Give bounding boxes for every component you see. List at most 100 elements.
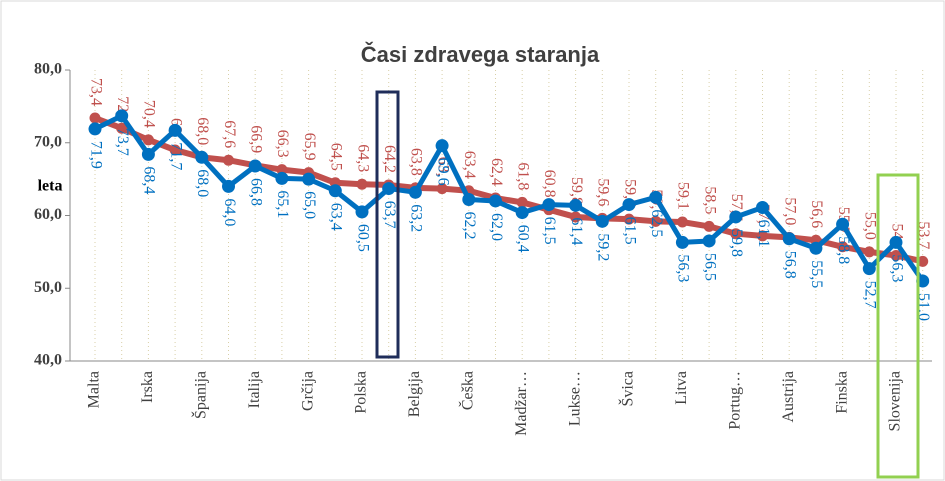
value-label: 67,6 <box>221 120 238 148</box>
value-label: 61,8 <box>515 162 532 190</box>
y-tick-label: 50,0 <box>34 279 62 296</box>
point <box>622 198 636 212</box>
value-label: 55,0 <box>862 212 879 240</box>
value-label: 63,4 <box>328 203 345 231</box>
point <box>115 109 129 123</box>
point <box>223 154 234 166</box>
value-label: 64,3 <box>354 144 371 172</box>
value-label: 57,0 <box>782 197 799 225</box>
x-tick-label: Italija <box>246 371 263 408</box>
point <box>276 164 288 176</box>
value-label: 70,4 <box>141 100 158 128</box>
point <box>570 211 582 223</box>
x-tick-label: Portug… <box>726 371 743 430</box>
value-label: 56,3 <box>888 254 905 282</box>
y-tick-label: 60,0 <box>34 206 62 223</box>
point <box>168 123 182 137</box>
point <box>703 220 715 232</box>
point <box>675 235 689 249</box>
value-label: 56,6 <box>808 200 825 228</box>
point <box>862 262 876 276</box>
value-label: 56,5 <box>701 253 718 281</box>
point <box>890 250 902 262</box>
point <box>702 234 716 248</box>
value-label: 63,4 <box>461 151 478 179</box>
point <box>169 144 181 156</box>
point <box>408 185 422 199</box>
x-tick-label: Madžar… <box>513 371 530 436</box>
point <box>863 246 875 258</box>
point <box>569 198 583 212</box>
value-label: 68,4 <box>141 166 158 194</box>
x-tick-label: Lukse… <box>566 371 583 426</box>
point <box>275 171 289 185</box>
x-tick-label: Finska <box>833 371 850 414</box>
value-label: 64,5 <box>328 143 345 171</box>
point <box>623 213 635 225</box>
point <box>436 183 448 195</box>
point <box>248 159 262 173</box>
y-tick-label: 80,0 <box>34 61 62 78</box>
value-label: 63, <box>434 157 451 177</box>
value-label: 63,8 <box>408 148 425 176</box>
highlight-box <box>876 173 920 479</box>
point <box>435 139 449 153</box>
x-tick-label: Grčija <box>299 371 316 411</box>
point <box>328 184 342 198</box>
value-label: 61,5 <box>621 217 638 245</box>
value-label: 68,0 <box>194 169 211 197</box>
value-label: 71,9 <box>87 141 104 169</box>
value-label: 62,2 <box>461 211 478 239</box>
y-tick-label: 40,0 <box>34 352 62 369</box>
point <box>782 232 796 246</box>
chart-title: Časi zdravega staranja <box>361 42 600 67</box>
point <box>676 216 688 228</box>
value-label: 65,9 <box>301 133 318 161</box>
value-label: 61,1 <box>755 219 772 247</box>
point <box>462 192 476 206</box>
value-label: 64,0 <box>221 198 238 226</box>
point <box>116 122 128 134</box>
value-label: 55,5 <box>808 260 825 288</box>
value-label: 61,5 <box>541 217 558 245</box>
point <box>141 147 155 161</box>
value-label: 60,8 <box>541 170 558 198</box>
value-label: 73,4 <box>87 78 104 106</box>
value-label: 65,1 <box>274 190 291 218</box>
value-label: 61,4 <box>568 217 585 245</box>
x-tick-label: Malta <box>86 371 103 408</box>
point <box>809 241 823 255</box>
point <box>302 172 316 186</box>
value-label: 62,4 <box>488 158 505 186</box>
point <box>836 217 850 231</box>
x-tick-label: Španija <box>190 371 209 419</box>
x-tick-label: Češka <box>457 371 476 410</box>
point <box>595 214 609 228</box>
value-label: 66,3 <box>274 130 291 158</box>
point <box>516 196 528 208</box>
value-label: 59,2 <box>595 233 612 261</box>
point <box>222 179 235 193</box>
x-tick-label: Irska <box>139 371 156 403</box>
point <box>515 206 529 220</box>
value-label: 68,0 <box>194 117 211 145</box>
point <box>729 210 743 224</box>
value-label: 63,7 <box>381 201 398 229</box>
value-label: 59,8 <box>728 229 745 257</box>
value-label: 59,6 <box>595 178 612 206</box>
point <box>356 178 368 190</box>
value-label: 56,3 <box>675 254 692 282</box>
point <box>382 182 396 196</box>
value-label: 60,4 <box>515 225 532 253</box>
point <box>489 194 502 208</box>
value-label: 66,9 <box>248 125 265 153</box>
value-label: 56,8 <box>782 251 799 279</box>
point <box>917 255 929 267</box>
y-tick-label: 70,0 <box>34 133 62 150</box>
highlight-box <box>375 90 400 359</box>
y-axis-label: leta <box>38 178 63 195</box>
value-label: 71,7 <box>167 142 184 170</box>
x-tick-label: Slovenija <box>887 371 904 431</box>
point <box>756 200 769 214</box>
